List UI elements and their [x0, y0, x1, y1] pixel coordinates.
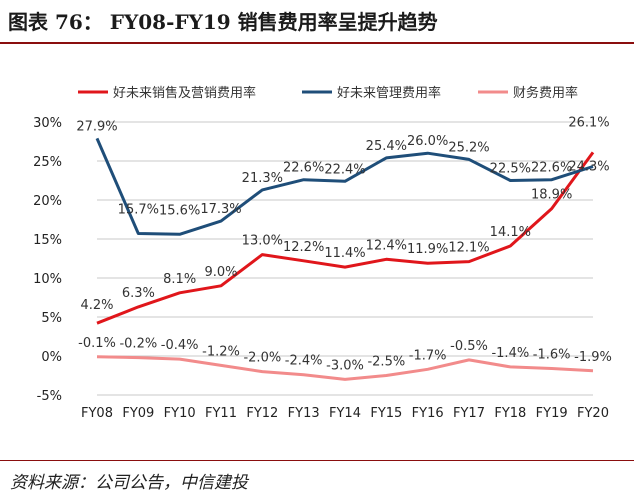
data-label: -1.4%: [491, 346, 529, 361]
data-label: 11.4%: [324, 246, 365, 261]
data-label: 25.4%: [366, 139, 407, 154]
y-tick-label: 5%: [41, 311, 62, 326]
data-label: -0.2%: [119, 337, 157, 352]
data-label: -1.2%: [202, 344, 240, 359]
x-tick-label: FY20: [577, 406, 609, 421]
data-label: 18.9%: [531, 188, 572, 203]
data-label: -1.9%: [574, 350, 612, 365]
data-label: 26.1%: [568, 115, 609, 130]
data-label: -3.0%: [326, 358, 364, 373]
data-label: 9.0%: [204, 265, 237, 280]
series-line: [96, 151, 595, 325]
legend-label: 财务费用率: [513, 85, 578, 101]
data-label: -1.7%: [409, 348, 447, 363]
y-tick-label: -5%: [37, 389, 62, 404]
data-label: 11.9%: [407, 242, 448, 257]
data-label: 26.0%: [407, 134, 448, 149]
data-label: -2.4%: [285, 354, 323, 369]
x-tick-label: FY16: [412, 406, 444, 421]
data-label: 22.4%: [324, 162, 365, 177]
x-tick-label: FY17: [453, 406, 485, 421]
y-tick-label: 15%: [33, 233, 62, 248]
data-label: -0.4%: [161, 338, 199, 353]
y-tick-label: 30%: [33, 116, 62, 131]
data-label: 12.4%: [366, 238, 407, 253]
data-label: -0.1%: [78, 336, 116, 351]
title-divider: [0, 42, 634, 44]
x-tick-label: FY12: [246, 406, 278, 421]
series-line: [95, 137, 594, 236]
page-title: 图表 76： FY08-FY19 销售费用率呈提升趋势: [8, 10, 438, 34]
footer-divider: [0, 460, 634, 461]
y-tick-label: 10%: [33, 272, 62, 287]
data-label: 27.9%: [76, 119, 117, 134]
series-line: [96, 355, 594, 381]
data-label: 15.6%: [159, 203, 200, 218]
data-label: 13.0%: [242, 234, 283, 249]
data-label: 22.6%: [531, 161, 572, 176]
x-tick-label: FY10: [164, 406, 196, 421]
data-label: 12.1%: [448, 241, 489, 256]
x-tick-label: FY15: [370, 406, 402, 421]
x-tick-label: FY13: [288, 406, 320, 421]
data-label: 15.7%: [118, 203, 159, 218]
source-note: 资料来源：公司公告，中信建投: [10, 473, 248, 493]
data-label: 22.5%: [490, 162, 531, 177]
data-label: 8.1%: [163, 272, 196, 287]
data-label: 14.1%: [490, 225, 531, 240]
x-tick-label: FY19: [536, 406, 568, 421]
data-label: 22.6%: [283, 161, 324, 176]
data-label: 12.2%: [283, 240, 324, 255]
chart: 30% 25% 20% 15% 10% 5% 0% -5% FY08 FY09 FY10 FY11 FY…: [33, 85, 612, 421]
data-label: 4.2%: [80, 298, 113, 313]
x-tick-label: FY08: [81, 406, 113, 421]
x-tick-label: FY18: [494, 406, 526, 421]
data-label: -2.0%: [243, 351, 281, 366]
x-tick-label: FY09: [122, 406, 154, 421]
legend-label: 好未来销售及营销费用率: [113, 85, 256, 101]
data-label: 21.3%: [242, 171, 283, 186]
x-tick-label: FY14: [329, 406, 361, 421]
y-tick-label: 0%: [41, 350, 62, 365]
data-label: -1.6%: [533, 347, 571, 362]
y-tick-label: 25%: [33, 155, 62, 170]
data-label: -2.5%: [367, 355, 405, 370]
legend-label: 好未来管理费用率: [337, 85, 441, 101]
y-tick-label: 20%: [33, 194, 62, 209]
x-tick-label: FY11: [205, 406, 237, 421]
data-label: -0.5%: [450, 339, 488, 354]
data-label: 17.3%: [200, 202, 241, 217]
data-label: 25.2%: [448, 140, 489, 155]
data-label: 24.3%: [568, 159, 609, 174]
data-label: 6.3%: [122, 286, 155, 301]
